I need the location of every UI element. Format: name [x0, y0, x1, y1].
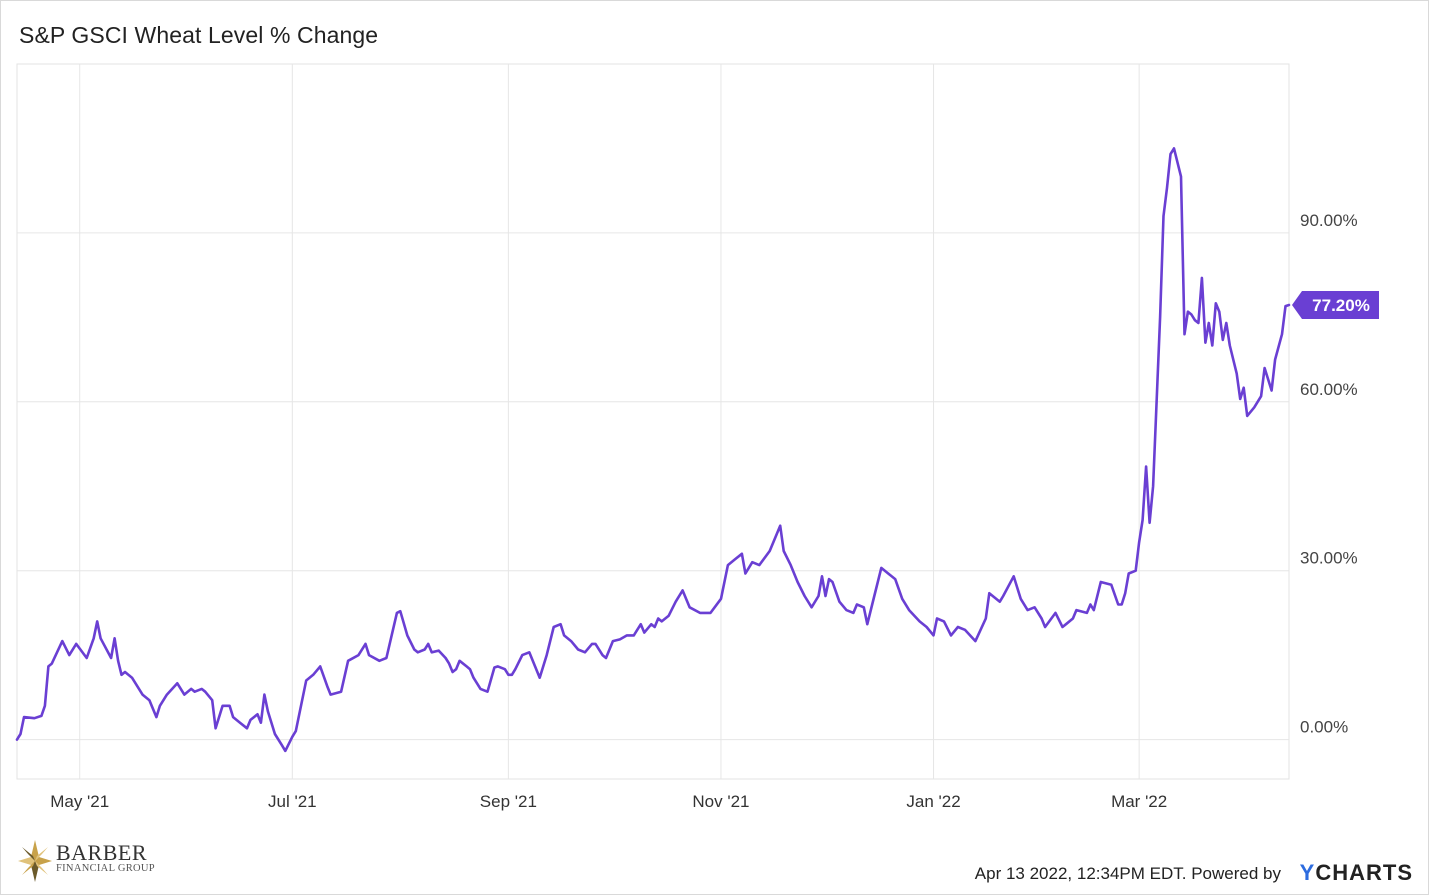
x-tick-label: May '21: [50, 792, 109, 811]
ycharts-logo-y: Y: [1299, 860, 1316, 885]
ycharts-logo-text: CHARTS: [1315, 860, 1413, 885]
y-tick-label: 60.00%: [1300, 380, 1358, 399]
chart-title: S&P GSCI Wheat Level % Change: [19, 22, 379, 48]
y-tick-labels: 0.00% 30.00% 60.00% 90.00%: [1300, 211, 1358, 737]
x-tick-label: Jul '21: [268, 792, 317, 811]
x-tick-label: Mar '22: [1111, 792, 1167, 811]
x-tick-label: Sep '21: [480, 792, 537, 811]
x-tick-labels: May '21 Jul '21 Sep '21 Nov '21 Jan '22 Mar '…: [50, 792, 1167, 811]
company-logo: BARBER FINANCIAL GROUP: [16, 838, 166, 886]
plot-area-border: [16, 63, 1290, 780]
x-tick-label: Jan '22: [906, 792, 960, 811]
logo-name: BARBER: [56, 840, 148, 865]
last-value-label: 77.20%: [1312, 296, 1370, 315]
chart-grid: [16, 63, 1290, 780]
series-line: [15, 147, 1291, 753]
logo-subtitle: FINANCIAL GROUP: [56, 863, 155, 874]
last-value-flag: [1292, 290, 1379, 319]
last-value-marker: 77.20%: [1292, 290, 1379, 319]
y-tick-label: 90.00%: [1300, 211, 1358, 230]
logo-mark-icon: [18, 840, 52, 882]
powered-by-text: Powered by: [1191, 864, 1281, 883]
x-tick-label: Nov '21: [692, 792, 749, 811]
ycharts-logo[interactable]: YCHARTS: [1300, 860, 1413, 886]
timestamp-text: Apr 13 2022, 12:34PM EDT.: [974, 864, 1187, 883]
y-tick-label: 30.00%: [1300, 549, 1358, 568]
chart-series: [15, 147, 1291, 753]
footer-timestamp: Apr 13 2022, 12:34PM EDT. Powered by: [975, 864, 1281, 884]
y-tick-label: 0.00%: [1300, 718, 1348, 737]
